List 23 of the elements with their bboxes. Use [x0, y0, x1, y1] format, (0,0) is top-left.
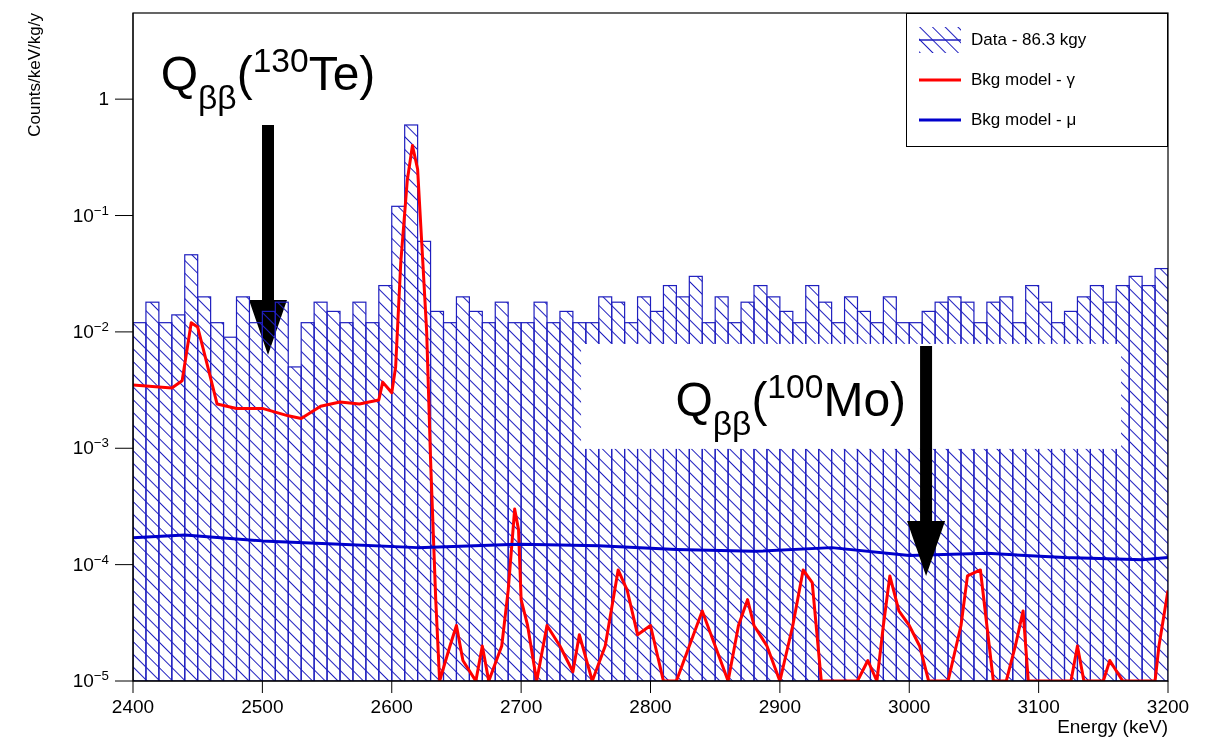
y-tick-label: 1	[98, 88, 109, 110]
x-axis-title: Energy (keV)	[1057, 716, 1168, 737]
x-tick-label: 3000	[888, 696, 931, 717]
x-tick-label: 2900	[758, 696, 802, 717]
x-tick-label: 2400	[111, 696, 155, 717]
y-tick-label: 10$^{−4}$	[72, 551, 109, 575]
annotation: Q$_{ββ}$($^{100}$Mo)	[675, 367, 907, 442]
y-tick-label: 10$^{−2}$	[72, 318, 109, 342]
x-tick-label: 3200	[1146, 696, 1190, 717]
x-tick-label: 2800	[629, 696, 672, 717]
x-tick-label: 2600	[370, 696, 413, 717]
y-tick-label: 10$^{−5}$	[72, 667, 109, 691]
annotation: Q$_{ββ}$($^{130}$Te)	[160, 41, 376, 116]
x-tick-label: 2700	[499, 696, 543, 717]
legend-label: Data - 86.3 kgy	[971, 30, 1087, 50]
x-tick-label: 3100	[1017, 696, 1060, 717]
y-tick-label: 10$^{−3}$	[72, 434, 109, 459]
x-tick-label: 2500	[241, 696, 284, 717]
y-tick-label: 10$^{−1}$	[72, 202, 109, 226]
line-series	[133, 533, 1168, 562]
legend-label: Bkg model - γ	[971, 70, 1075, 90]
y-axis-title: Counts/keV/kg/y	[25, 12, 44, 137]
legend-label: Bkg model - μ	[971, 110, 1077, 130]
